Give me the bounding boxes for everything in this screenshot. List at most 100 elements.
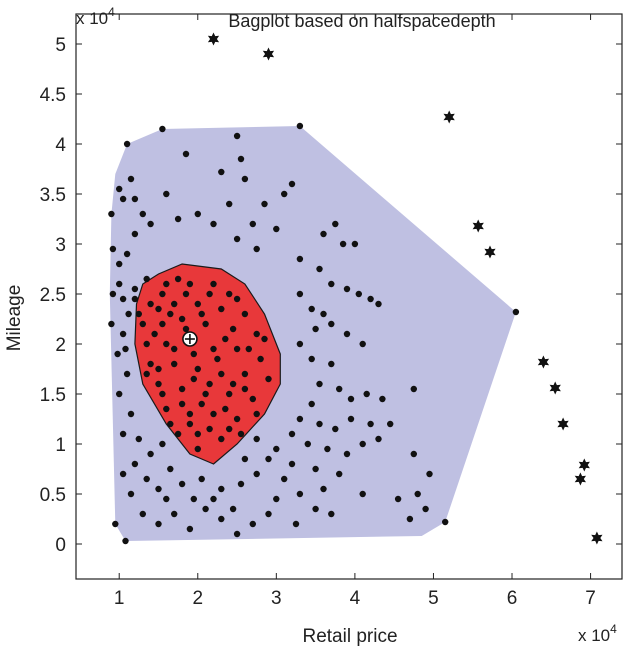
data-point <box>119 430 127 438</box>
data-point <box>151 330 158 338</box>
data-point <box>312 505 319 513</box>
data-point <box>347 415 355 423</box>
data-point <box>304 440 311 448</box>
data-point <box>127 175 135 183</box>
data-point <box>206 380 213 388</box>
data-point <box>233 132 241 140</box>
data-point <box>324 445 331 453</box>
data-point <box>178 315 186 323</box>
data-point <box>210 495 217 503</box>
data-point <box>147 300 154 308</box>
data-point <box>147 360 154 368</box>
data-point <box>198 310 205 318</box>
outlier-star <box>578 458 590 472</box>
data-point <box>359 440 366 448</box>
outlier-star <box>537 355 550 369</box>
y-tick-label: 5 <box>55 35 66 56</box>
plot-layer <box>108 32 603 545</box>
data-point <box>218 168 225 176</box>
data-point <box>131 285 139 293</box>
y-tick-label: 4.5 <box>40 85 66 106</box>
data-point <box>171 345 178 353</box>
data-point <box>273 445 280 453</box>
data-point <box>512 308 520 316</box>
data-point <box>241 455 249 463</box>
outlier-star <box>574 472 586 486</box>
data-point <box>109 290 117 298</box>
data-point <box>167 465 174 473</box>
x-tick-label: 3 <box>271 588 282 609</box>
data-point <box>112 520 119 528</box>
outlier-star <box>549 381 561 395</box>
data-point <box>387 420 394 428</box>
data-point <box>163 280 170 288</box>
data-point <box>241 370 249 378</box>
outlier-star <box>443 110 455 124</box>
data-point <box>186 420 194 428</box>
plot-frame <box>75 13 623 580</box>
data-point <box>261 335 268 343</box>
data-point <box>116 260 123 268</box>
data-point <box>410 385 417 393</box>
data-point <box>426 470 433 478</box>
data-point <box>109 245 117 253</box>
data-point <box>202 320 209 328</box>
outlier-star <box>262 47 275 61</box>
x-tick-label: 5 <box>428 588 439 609</box>
data-point <box>147 450 154 458</box>
outlier-star <box>207 32 220 46</box>
data-point <box>139 210 146 218</box>
data-point <box>155 305 162 313</box>
data-point <box>233 415 241 423</box>
y-tick-label: 3 <box>55 235 66 256</box>
data-point <box>159 125 166 133</box>
data-point <box>159 440 166 448</box>
data-point <box>171 510 178 518</box>
data-point <box>312 465 319 473</box>
data-point <box>167 420 174 428</box>
data-point <box>253 330 260 338</box>
data-point <box>119 195 127 203</box>
data-point <box>163 495 170 503</box>
y-tick-label: 0 <box>55 535 66 556</box>
chart-title: Bagplot based on halfspacedepth <box>228 11 495 31</box>
data-point <box>257 355 264 363</box>
outlier-star <box>484 245 496 259</box>
data-point <box>222 335 229 343</box>
data-point <box>174 215 182 223</box>
data-point <box>218 435 225 443</box>
data-point <box>265 510 272 518</box>
data-point <box>320 230 327 238</box>
data-point <box>336 470 343 478</box>
data-point <box>288 430 296 438</box>
y-tick-label: 3.5 <box>40 185 66 206</box>
data-point <box>198 475 205 483</box>
data-point <box>265 455 272 463</box>
outlier-star <box>472 219 484 233</box>
data-point <box>265 375 272 383</box>
data-point <box>233 530 241 538</box>
data-point <box>116 280 123 288</box>
data-point <box>296 255 304 263</box>
data-point <box>249 395 256 403</box>
data-point <box>406 515 414 523</box>
data-point <box>159 390 166 398</box>
data-point <box>206 425 213 433</box>
data-point <box>343 285 351 293</box>
outlier-star <box>557 417 569 431</box>
data-point <box>131 195 139 203</box>
data-point <box>116 185 123 193</box>
data-point <box>253 245 260 253</box>
data-point <box>222 405 229 413</box>
data-point <box>241 385 249 393</box>
data-point <box>210 220 217 228</box>
data-point <box>308 400 315 408</box>
data-point <box>178 480 186 488</box>
data-point <box>122 537 129 545</box>
outlier-star <box>591 531 603 545</box>
y-tick-label: 0.5 <box>40 485 66 506</box>
data-point <box>328 510 335 518</box>
y-tick-label: 4 <box>55 135 66 156</box>
data-point <box>210 410 217 418</box>
